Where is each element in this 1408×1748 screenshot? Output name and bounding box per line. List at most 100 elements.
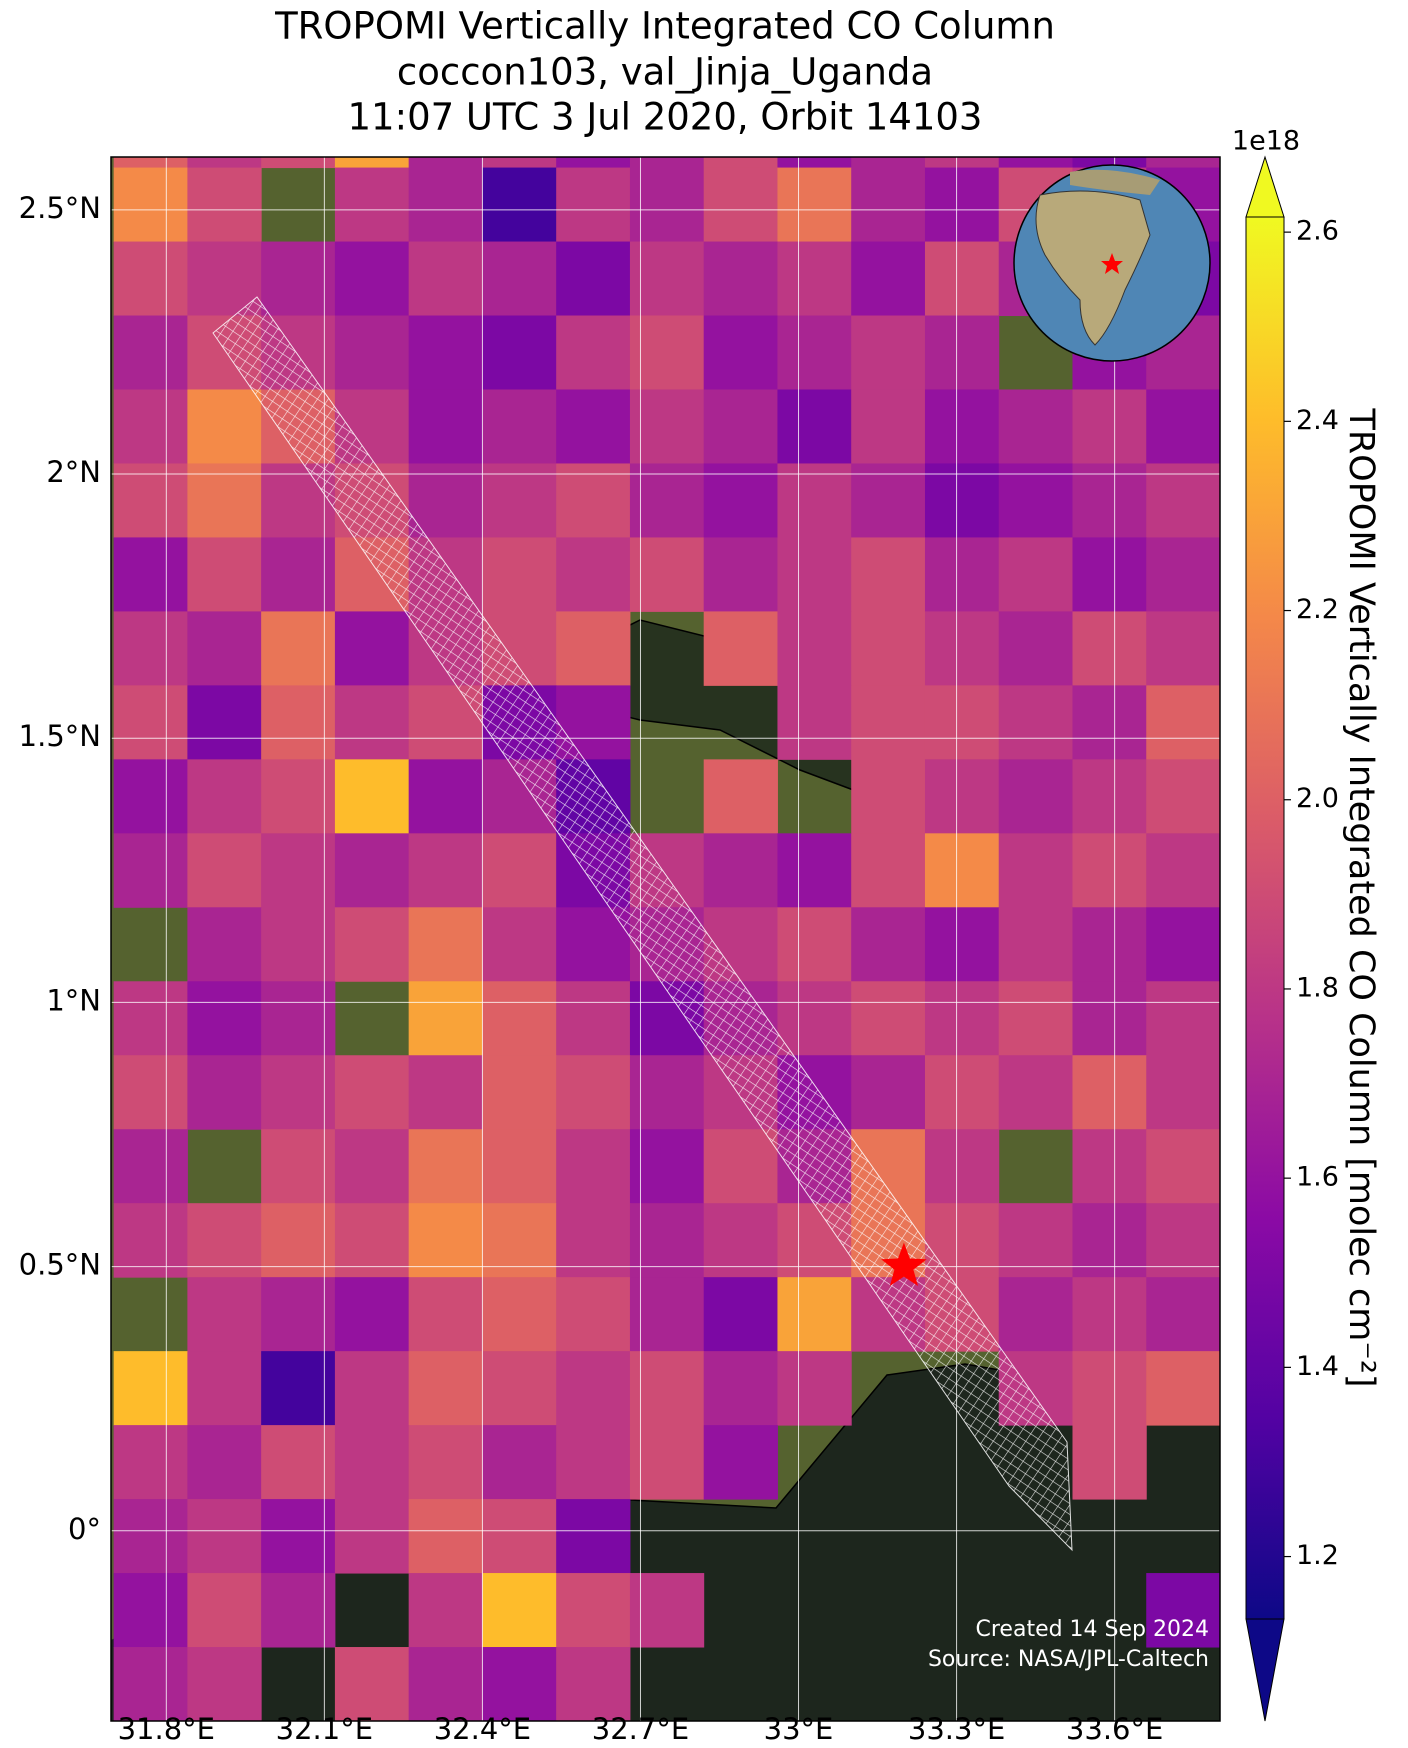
heat-cell bbox=[334, 833, 410, 908]
heat-cell bbox=[556, 1647, 631, 1721]
heat-cell bbox=[482, 1055, 557, 1130]
heat-cell bbox=[408, 167, 483, 243]
heat-cell bbox=[113, 1203, 188, 1278]
heat-cell bbox=[851, 389, 926, 464]
heat-cell bbox=[187, 1351, 262, 1426]
y-tick-label: 1.5°N bbox=[19, 719, 101, 753]
heat-cell bbox=[187, 537, 262, 612]
heat-cell bbox=[924, 1129, 1000, 1204]
heat-cell bbox=[187, 685, 262, 760]
heat-cell bbox=[187, 1573, 262, 1648]
heat-cell bbox=[261, 1573, 336, 1648]
heat-cell bbox=[1146, 907, 1220, 982]
heat-cell bbox=[1072, 611, 1147, 686]
x-tick-label: 31.8°E bbox=[118, 1712, 215, 1746]
heat-cell bbox=[113, 1573, 188, 1648]
heat-cell bbox=[334, 685, 410, 760]
heat-cell bbox=[777, 315, 852, 390]
colorbar-tick-label: 2.2 bbox=[1296, 594, 1339, 625]
heat-cell bbox=[777, 537, 852, 612]
heat-cell bbox=[629, 1129, 705, 1204]
heat-cell bbox=[556, 157, 631, 169]
heat-cell bbox=[408, 315, 483, 390]
heat-cell bbox=[482, 981, 557, 1056]
heat-cell bbox=[1072, 685, 1147, 760]
heat-cell bbox=[482, 1129, 557, 1204]
heat-cell bbox=[998, 389, 1073, 464]
heat-cell bbox=[629, 167, 705, 243]
heat-cell bbox=[187, 463, 262, 538]
heat-cell bbox=[482, 537, 557, 612]
colorbar: 1.2 1.4 1.6 1.8 2.0 2.2 2.4 2.6 bbox=[1245, 155, 1339, 1722]
heat-cell bbox=[408, 1351, 483, 1426]
heat-cell bbox=[629, 241, 705, 317]
heat-cell bbox=[924, 685, 1000, 760]
heat-cell bbox=[261, 759, 336, 834]
y-tick-label: 2.5°N bbox=[19, 191, 101, 225]
heat-cell bbox=[261, 241, 336, 317]
heat-cell bbox=[408, 1277, 483, 1352]
heat-cell bbox=[777, 1277, 852, 1352]
heat-cell bbox=[777, 389, 852, 464]
heat-cell bbox=[703, 611, 778, 686]
heat-cell bbox=[629, 1425, 705, 1500]
heat-cell bbox=[482, 907, 557, 982]
heat-cell bbox=[1146, 157, 1220, 169]
heat-cell bbox=[113, 1351, 188, 1426]
heat-cell bbox=[334, 167, 410, 243]
heat-cell bbox=[924, 759, 1000, 834]
heat-cell bbox=[261, 1277, 336, 1352]
heat-cell bbox=[556, 1203, 631, 1278]
heat-cell bbox=[1146, 833, 1220, 908]
heat-cell bbox=[998, 907, 1073, 982]
heat-cell bbox=[851, 907, 926, 982]
heat-cell bbox=[187, 1277, 262, 1352]
heat-cell bbox=[556, 241, 631, 317]
x-tick-label: 33°E bbox=[764, 1712, 834, 1746]
heat-cell bbox=[998, 157, 1073, 169]
colorbar-tick-label: 2.6 bbox=[1296, 216, 1339, 247]
heat-cell bbox=[703, 315, 778, 390]
heat-cell bbox=[703, 241, 778, 317]
heat-cell bbox=[629, 463, 705, 538]
heat-cell bbox=[408, 1647, 483, 1721]
heat-cell bbox=[334, 1129, 410, 1204]
heat-cell bbox=[924, 389, 1000, 464]
heat-cell bbox=[556, 1351, 631, 1426]
y-tick-label: 2°N bbox=[46, 455, 101, 489]
heat-cell bbox=[482, 1499, 557, 1574]
heat-cell bbox=[113, 463, 188, 538]
heat-cell bbox=[187, 1499, 262, 1574]
heat-cell bbox=[334, 1499, 410, 1574]
lake-victoria bbox=[111, 1364, 1220, 1721]
heat-cell bbox=[113, 389, 188, 464]
heat-cell bbox=[261, 981, 336, 1056]
heat-cell bbox=[334, 759, 410, 834]
colorbar-tick-label: 1.4 bbox=[1296, 1351, 1339, 1382]
heat-cell bbox=[998, 463, 1073, 538]
heat-cell bbox=[629, 1573, 705, 1648]
heat-cell bbox=[924, 241, 1000, 317]
heat-cell bbox=[334, 315, 410, 390]
heat-cell bbox=[1072, 981, 1147, 1056]
heat-cell bbox=[482, 1277, 557, 1352]
heat-cell bbox=[408, 981, 483, 1056]
heat-cell bbox=[113, 241, 188, 317]
heat-cell bbox=[113, 315, 188, 390]
heat-cell bbox=[629, 1055, 705, 1130]
heat-cell bbox=[113, 1055, 188, 1130]
heat-cell bbox=[1146, 1351, 1220, 1426]
heat-cell bbox=[851, 157, 926, 169]
heat-cell bbox=[998, 611, 1073, 686]
heat-cell bbox=[187, 157, 262, 169]
colorbar-tick-label: 1.8 bbox=[1296, 972, 1339, 1003]
heat-cell bbox=[187, 907, 262, 982]
heat-cell bbox=[482, 1573, 557, 1648]
heat-cell bbox=[703, 1351, 778, 1426]
heat-cell bbox=[556, 981, 631, 1056]
heat-cell bbox=[1072, 537, 1147, 612]
heat-cell bbox=[334, 1203, 410, 1278]
heat-cell bbox=[1146, 981, 1220, 1056]
colorbar-tick-label: 2.0 bbox=[1296, 783, 1339, 814]
heat-cell bbox=[113, 1425, 188, 1500]
